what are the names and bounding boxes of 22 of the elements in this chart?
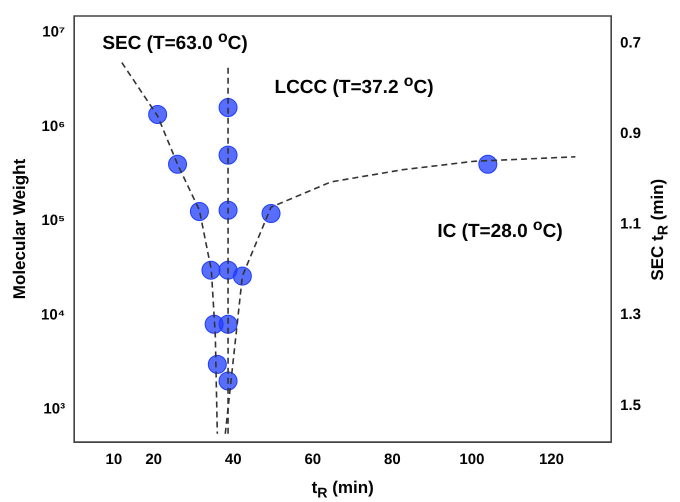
y-tick-label: 10⁵: [41, 212, 66, 230]
x-tick-label: 120: [538, 451, 564, 468]
y-tick-label: 10⁴: [40, 306, 66, 324]
annotation: IC (T=28.0 $^{o}$C): [437, 216, 563, 244]
y-tick-label: 10⁷: [42, 24, 66, 41]
y-tick-label: 10⁶: [42, 118, 66, 135]
annotation: LCCC (T=37.2 $^{o}$C): [274, 72, 434, 100]
x-tick-label: 10: [106, 451, 122, 468]
y2-tick-label: 1.1: [620, 216, 642, 233]
x-axis-title: t$_{R}$ (min): [312, 478, 374, 502]
y-axis-title: Molecular Weight: [10, 158, 30, 300]
y2-tick-label: 0.9: [620, 124, 642, 142]
y2-tick-label: 1.5: [620, 396, 642, 414]
annotation: SEC (T=63.0 $^{o}$C): [102, 28, 248, 56]
x-tick-label: 20: [145, 451, 162, 468]
y-tick-label: 10³: [43, 400, 66, 418]
x-tick-label: 40: [224, 451, 242, 468]
x-tick-label: 80: [384, 451, 401, 468]
x-tick-label: 100: [459, 451, 484, 468]
y2-tick-label: 0.7: [620, 34, 642, 52]
x-tick-label: 60: [304, 451, 322, 468]
y2-tick-label: 1.3: [620, 306, 642, 324]
